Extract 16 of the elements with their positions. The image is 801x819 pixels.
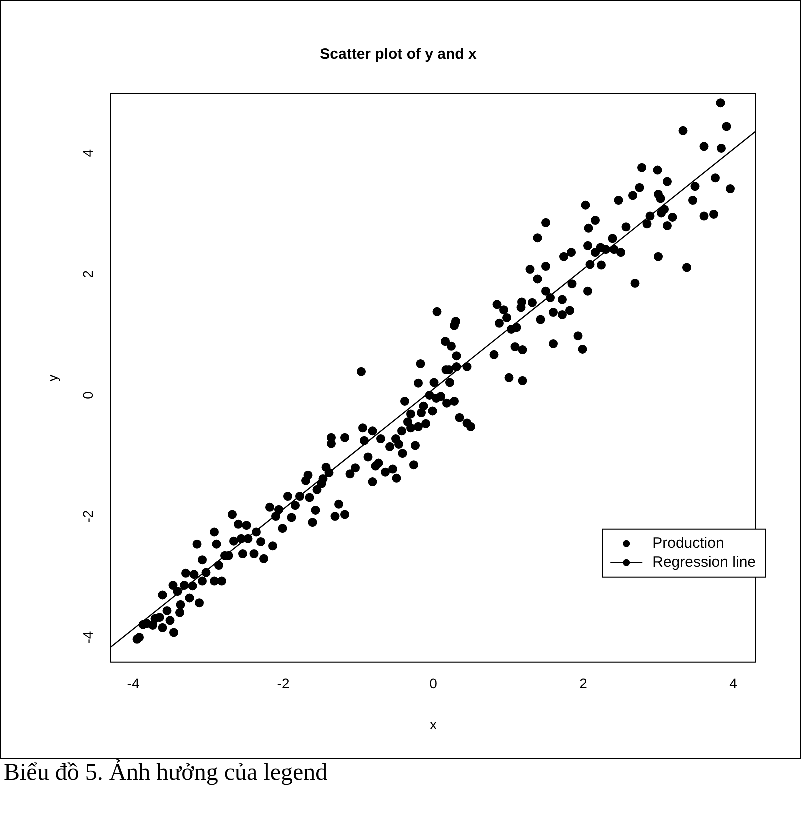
x-tick-label: -2 — [277, 676, 290, 692]
y-axis-title: y — [44, 374, 60, 382]
x-axis-title: x — [430, 716, 437, 732]
x-tick-label: 4 — [730, 676, 738, 692]
y-tick-label: 4 — [80, 149, 96, 158]
y-tick-label: 2 — [80, 270, 96, 278]
chart-title: Scatter plot of y and x — [320, 46, 478, 64]
y-tick-label: 0 — [80, 391, 96, 400]
y-tick-label: -2 — [80, 510, 96, 523]
y-tick-label: -4 — [80, 631, 96, 644]
legend-label: Production — [652, 535, 724, 552]
x-tick-label: -4 — [127, 676, 140, 692]
x-tick-label: 2 — [580, 676, 588, 692]
x-tick-label: 0 — [430, 676, 438, 692]
text: Biểu đồ 5. Ảnh hưởng của legend — [4, 760, 328, 787]
legend-label: Regression line — [652, 554, 756, 572]
